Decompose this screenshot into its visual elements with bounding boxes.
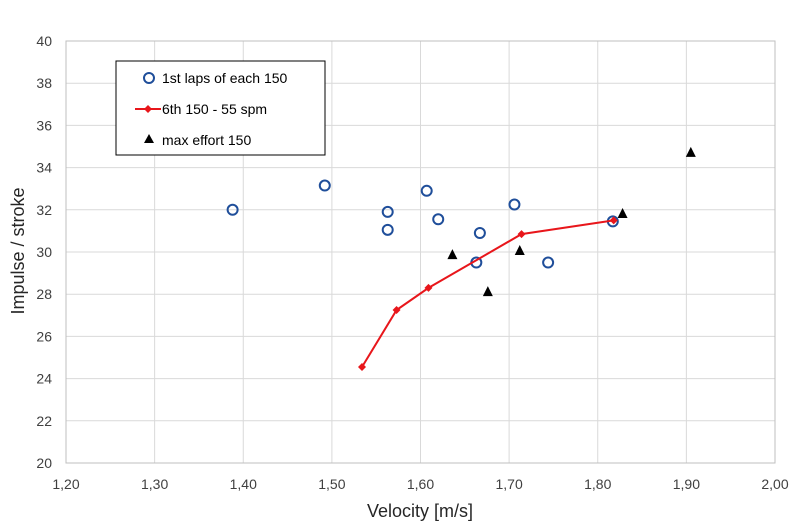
y-tick-label: 22 xyxy=(36,413,52,429)
legend-label-series-2: 6th 150 - 55 spm xyxy=(162,101,267,117)
data-series xyxy=(226,146,696,371)
data-point-circle xyxy=(318,179,331,192)
y-tick-label: 32 xyxy=(36,202,52,218)
plot-border xyxy=(65,40,776,464)
data-point-circle xyxy=(542,256,555,269)
x-tick-label: 1,20 xyxy=(52,476,79,492)
data-point-diamond xyxy=(517,230,526,239)
legend-label-series-1: 1st laps of each 150 xyxy=(162,70,288,86)
y-tick-label: 34 xyxy=(36,160,52,176)
data-point-triangle xyxy=(447,249,458,260)
y-tick-label: 24 xyxy=(36,371,52,387)
data-point-triangle xyxy=(482,286,493,297)
x-axis-title: Velocity [m/s] xyxy=(367,501,473,521)
legend-marker-triangle-icon xyxy=(144,134,154,143)
x-tick-label: 1,70 xyxy=(496,476,523,492)
legend: 1st laps of each 150 6th 150 - 55 spm ma… xyxy=(115,60,326,156)
data-point-circle xyxy=(508,198,521,211)
legend-marker-open-circle-icon xyxy=(143,72,155,84)
data-point-diamond xyxy=(424,283,433,292)
plot-area xyxy=(65,40,776,464)
y-tick-label: 36 xyxy=(36,117,52,133)
x-tick-label: 2,00 xyxy=(761,476,788,492)
y-tick-label: 26 xyxy=(36,328,52,344)
series-3 xyxy=(447,146,696,297)
y-tick-label: 30 xyxy=(36,244,52,260)
data-point-triangle xyxy=(617,208,628,219)
data-point-diamond xyxy=(358,362,367,371)
y-tick-label: 28 xyxy=(36,286,52,302)
legend-label-series-3: max effort 150 xyxy=(162,132,251,148)
x-tick-label: 1,30 xyxy=(141,476,168,492)
x-tick-labels: 1,20 1,30 1,40 1,50 1,60 1,70 1,80 1,90 2,00 xyxy=(52,476,788,492)
data-point-circle xyxy=(381,205,394,218)
data-point-circle xyxy=(432,213,445,226)
data-point-triangle xyxy=(514,244,525,255)
x-tick-label: 1,90 xyxy=(673,476,700,492)
y-tick-labels: 20 22 24 26 28 30 32 34 36 38 40 xyxy=(36,33,52,471)
data-point-circle xyxy=(381,223,394,236)
series-2 xyxy=(358,216,618,371)
x-tick-label: 1,40 xyxy=(230,476,257,492)
x-tick-label: 1,50 xyxy=(318,476,345,492)
data-point-circle xyxy=(473,227,486,240)
data-point-triangle xyxy=(685,146,696,157)
y-tick-label: 38 xyxy=(36,75,52,91)
x-tick-label: 1,80 xyxy=(584,476,611,492)
y-axis-title: Impulse / stroke xyxy=(8,187,28,314)
data-point-diamond xyxy=(392,306,401,315)
y-tick-label: 20 xyxy=(36,455,52,471)
data-point-circle xyxy=(420,184,433,197)
x-tick-label: 1,60 xyxy=(407,476,434,492)
data-point-circle xyxy=(226,203,239,216)
legend-marker-diamond-icon xyxy=(144,105,152,113)
y-tick-label: 40 xyxy=(36,33,52,49)
data-point-diamond xyxy=(609,216,618,225)
